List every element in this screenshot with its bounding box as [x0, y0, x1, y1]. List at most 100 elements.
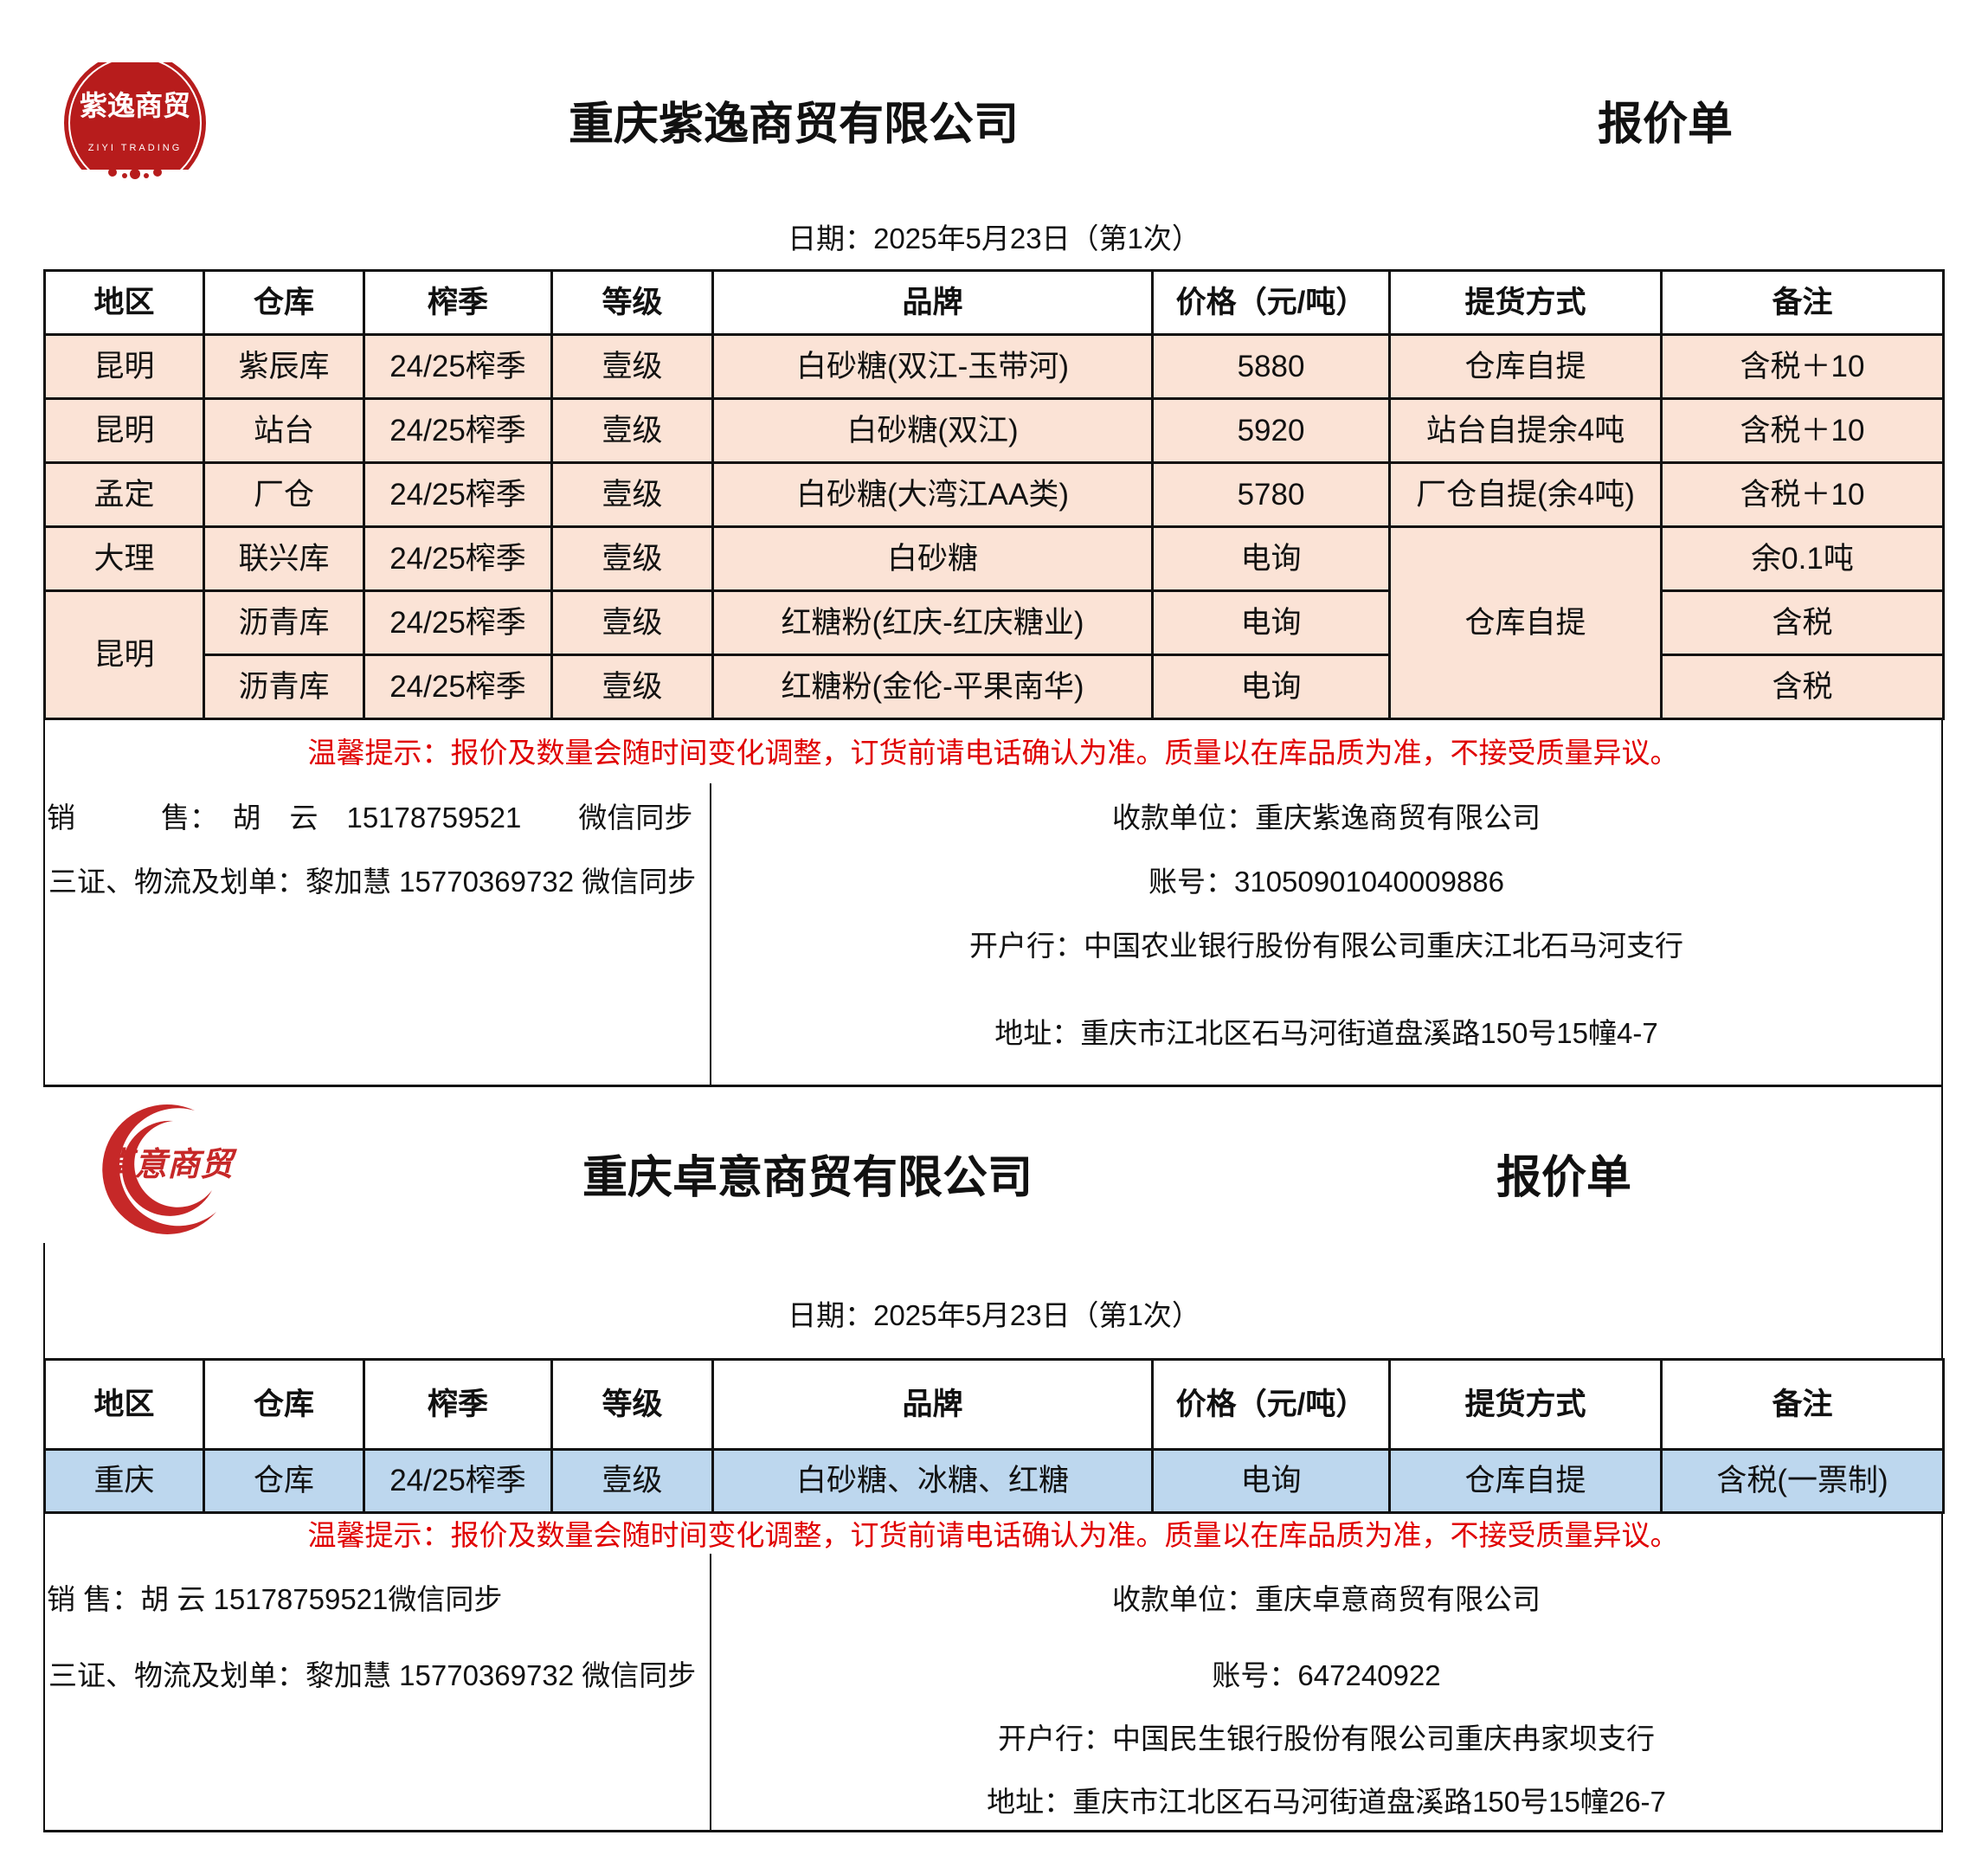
header-cell: 备注	[1660, 1358, 1945, 1451]
border-right	[1941, 719, 1943, 1086]
border-bottom	[43, 1085, 1943, 1087]
cell: 白砂糖、冰糖、红糖	[711, 1448, 1154, 1514]
table-row: 沥青库 24/25榨季 壹级 红糖粉(金伦-平果南华) 电询 含税	[45, 654, 1945, 720]
cell: 壹级	[550, 525, 714, 592]
cell: 白砂糖	[711, 525, 1154, 592]
document-title: 报价单	[1496, 1153, 1632, 1203]
account-number: 账号：647240922	[1212, 1659, 1441, 1691]
bank: 开户行：中国民生银行股份有限公司重庆冉家坝支行	[998, 1723, 1655, 1755]
payee: 收款单位：重庆紫逸商贸有限公司	[1112, 802, 1541, 834]
header-cell: 价格（元/吨）	[1151, 1358, 1391, 1451]
cell: 含税	[1660, 589, 1945, 656]
warning-note: 温馨提示：报价及数量会随时间变化调整，订货前请电话确认为准。质量以在库品质为准，…	[307, 737, 1679, 769]
divider	[710, 783, 711, 1086]
cell: 24/25榨季	[363, 589, 553, 656]
table-row: 昆明 沥青库 24/25榨季 壹级 红糖粉(红庆-红庆糖业) 电询 含税	[43, 589, 1945, 720]
cell: 壹级	[550, 654, 714, 720]
cell: 仓库	[203, 1448, 365, 1514]
cell: 白砂糖(双江-玉带河)	[711, 333, 1154, 400]
address: 地址：重庆市江北区石马河街道盘溪路150号15幢4-7	[994, 1017, 1658, 1049]
table-row: 重庆 仓库 24/25榨季 壹级 白砂糖、冰糖、红糖 电询 仓库自提 含税(一票制)	[43, 1448, 1945, 1514]
cell: 含税＋10	[1660, 461, 1945, 528]
cell: 壹级	[550, 461, 714, 528]
cell: 壹级	[550, 1448, 714, 1514]
quote-date: 日期：2025年5月23日（第1次）	[788, 1299, 1200, 1331]
account-number: 账号：31050901040009886	[1148, 866, 1504, 898]
cell: 紫辰库	[203, 333, 365, 400]
cell-merged: 昆明	[43, 589, 205, 720]
quote-date: 日期：2025年5月23日（第1次）	[788, 222, 1200, 254]
logistics-contact: 三证、物流及划单：黎加慧 15770369732 微信同步	[48, 866, 697, 898]
header-cell: 地区	[43, 269, 205, 336]
header-cell: 品牌	[711, 1358, 1154, 1451]
cell: 昆明	[43, 397, 205, 464]
payee: 收款单位：重庆卓意商贸有限公司	[1112, 1583, 1541, 1615]
table-row: 大理 联兴库 24/25榨季 壹级 白砂糖 电询 仓库自提 余0.1吨	[43, 525, 1945, 720]
cell: 仓库自提	[1388, 1448, 1663, 1514]
cell: 厂仓自提(余4吨)	[1388, 461, 1663, 528]
cell: 5880	[1151, 333, 1391, 400]
border-bottom	[43, 1830, 1943, 1832]
cell: 昆明	[43, 333, 205, 400]
cell: 电询	[1151, 1448, 1391, 1514]
border-left	[43, 1243, 45, 1832]
cell: 沥青库	[203, 654, 365, 720]
header-cell: 等级	[550, 269, 714, 336]
document-title: 报价单	[1598, 100, 1734, 150]
sales-contact: 销 售： 胡 云 15178759521 微信同步	[47, 802, 693, 834]
cell: 白砂糖(双江)	[711, 397, 1154, 464]
ziyi-logo: 紫逸商贸 ZIYI TRADING	[61, 52, 209, 196]
cell: 重庆	[43, 1448, 205, 1514]
header-cell: 价格（元/吨）	[1151, 269, 1391, 336]
cell: 电询	[1151, 525, 1391, 592]
cell: 红糖粉(金伦-平果南华)	[711, 654, 1154, 720]
cell: 24/25榨季	[363, 1448, 553, 1514]
cell: 红糖粉(红庆-红庆糖业)	[711, 589, 1154, 656]
cell: 站台	[203, 397, 365, 464]
header-cell: 榨季	[363, 1358, 553, 1451]
cell-merged: 仓库自提	[1388, 525, 1663, 720]
warning-note: 温馨提示：报价及数量会随时间变化调整，订货前请电话确认为准。质量以在库品质为准，…	[307, 1519, 1679, 1551]
cell: 沥青库	[203, 589, 365, 656]
header-cell: 备注	[1660, 269, 1945, 336]
cell: 壹级	[550, 589, 714, 656]
header-cell: 榨季	[363, 269, 553, 336]
logo-subtext: ZIYI TRADING	[87, 143, 183, 153]
logo-text: 卓意商贸	[101, 1147, 234, 1183]
header-cell: 仓库	[203, 269, 365, 336]
cell: 24/25榨季	[363, 525, 553, 592]
cell: 24/25榨季	[363, 333, 553, 400]
cell: 24/25榨季	[363, 397, 553, 464]
table-row: 昆明 紫辰库 24/25榨季 壹级 白砂糖(双江-玉带河) 5880 仓库自提 含税＋10	[43, 333, 1945, 400]
table-header: 地区 仓库 榨季 等级 品牌 价格（元/吨） 提货方式 备注	[43, 269, 1945, 336]
cell: 24/25榨季	[363, 654, 553, 720]
divider	[710, 1554, 711, 1831]
cell: 壹级	[550, 397, 714, 464]
cell: 大理	[43, 525, 205, 592]
cell: 联兴库	[203, 525, 365, 592]
price-table: 地区 仓库 榨季 等级 品牌 价格（元/吨） 提货方式 备注 昆明 紫辰库 24/25榨季 壹级 白砂…	[43, 269, 1945, 720]
sales-contact: 销 售：胡 云 15178759521微信同步	[47, 1583, 503, 1615]
cell: 壹级	[550, 333, 714, 400]
bank: 开户行：中国农业银行股份有限公司重庆江北石马河支行	[969, 930, 1683, 962]
cell: 孟定	[43, 461, 205, 528]
cell: 5920	[1151, 397, 1391, 464]
header-cell: 等级	[550, 1358, 714, 1451]
cell: 含税(一票制)	[1660, 1448, 1945, 1514]
cell: 站台自提余4吨	[1388, 397, 1663, 464]
company-name: 重庆卓意商贸有限公司	[582, 1153, 1033, 1203]
header-cell: 提货方式	[1388, 269, 1663, 336]
table-row: 昆明 站台 24/25榨季 壹级 白砂糖(双江) 5920 站台自提余4吨 含税＋10	[43, 397, 1945, 464]
cell: 白砂糖(大湾江AA类)	[711, 461, 1154, 528]
cell: 含税＋10	[1660, 397, 1945, 464]
header-cell: 提货方式	[1388, 1358, 1663, 1451]
cell: 余0.1吨	[1660, 525, 1945, 592]
header-cell: 品牌	[711, 269, 1154, 336]
logo-text: 紫逸商贸	[79, 90, 190, 121]
cell: 电询	[1151, 654, 1391, 720]
price-table: 地区 仓库 榨季 等级 品牌 价格（元/吨） 提货方式 备注 重庆 仓库 24/25榨季 壹级 白砂糖…	[43, 1358, 1945, 1514]
cell: 含税＋10	[1660, 333, 1945, 400]
border-left	[43, 719, 45, 1086]
table-row: 孟定 厂仓 24/25榨季 壹级 白砂糖(大湾江AA类) 5780 厂仓自提(余4吨) 含税＋…	[43, 461, 1945, 528]
header-cell: 仓库	[203, 1358, 365, 1451]
